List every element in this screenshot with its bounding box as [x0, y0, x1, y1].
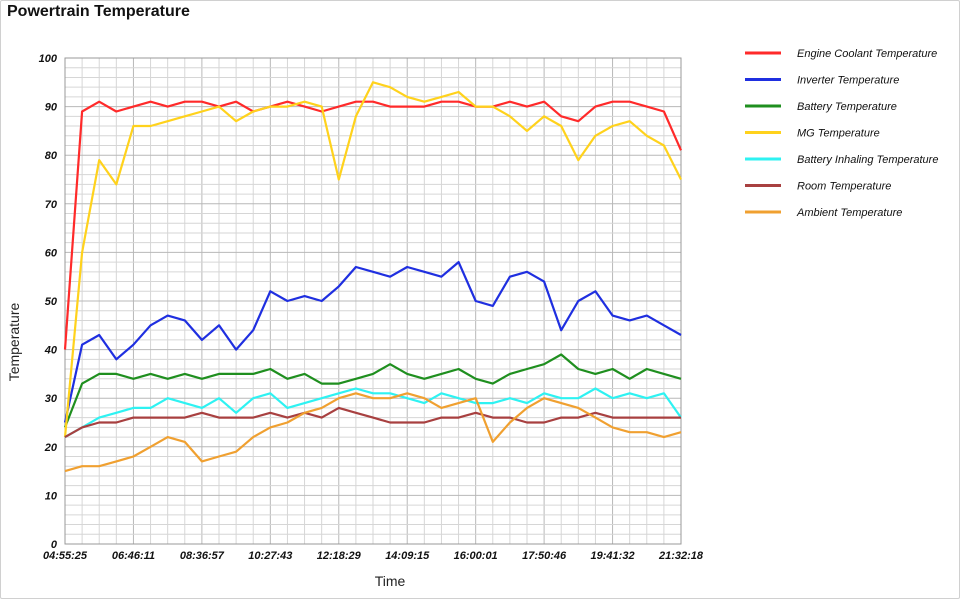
series-line-engine-coolant-temperature [63, 100, 683, 350]
grid [64, 57, 682, 545]
legend: Engine Coolant Temperature Inverter Tempe… [745, 48, 938, 219]
x-tick-label: 04:55:25 [43, 550, 88, 562]
axes: 0 10 20 30 40 50 60 70 80 90 100 04:55:25 06:46:11 08… [39, 53, 704, 562]
legend-label: Battery Temperature [797, 101, 897, 113]
y-tick-label: 60 [45, 247, 58, 259]
y-tick-label: 30 [45, 393, 58, 405]
y-tick-label: 20 [44, 442, 58, 454]
x-axis-label: Time [375, 573, 406, 589]
legend-label: Engine Coolant Temperature [797, 48, 937, 60]
series-line-inverter-temperature [63, 261, 682, 423]
y-tick-label: 90 [45, 102, 58, 114]
legend-label: MG Temperature [797, 128, 880, 140]
y-tick-label: 10 [45, 490, 58, 502]
x-tick-label: 17:50:46 [522, 550, 567, 562]
legend-label: Battery Inhaling Temperature [797, 154, 938, 166]
x-tick-label: 06:46:11 [112, 550, 155, 562]
series-line-battery-temperature [63, 353, 682, 428]
series-line-battery-inhaling-temperature [64, 387, 682, 439]
legend-label: Inverter Temperature [797, 75, 899, 87]
y-axis-label: Temperature [6, 302, 22, 381]
series-line-ambient-temperature [64, 392, 682, 473]
x-tick-label: 16:00:01 [454, 550, 498, 562]
legend-label: Ambient Temperature [796, 207, 902, 219]
plot-border [64, 57, 682, 545]
chart-title: Powertrain Temperature [7, 3, 190, 20]
legend-label: Room Temperature [797, 181, 891, 193]
series-line-mg-temperature [63, 81, 682, 438]
x-tick-label: 21:32:18 [658, 550, 704, 562]
series-lines [63, 81, 683, 473]
y-tick-label: 40 [44, 345, 58, 357]
series-line-room-temperature [64, 406, 681, 439]
y-tick-label: 50 [45, 296, 58, 308]
x-tick-label: 10:27:43 [248, 550, 292, 562]
y-tick-label: 80 [45, 150, 58, 162]
x-tick-label: 12:18:29 [317, 550, 362, 562]
y-tick-label: 0 [51, 539, 58, 551]
x-tick-label: 19:41:32 [591, 550, 635, 562]
y-tick-label: 70 [45, 199, 58, 211]
y-tick-label: 100 [39, 53, 58, 65]
x-tick-label: 08:36:57 [180, 550, 225, 562]
x-tick-label: 14:09:15 [385, 550, 430, 562]
